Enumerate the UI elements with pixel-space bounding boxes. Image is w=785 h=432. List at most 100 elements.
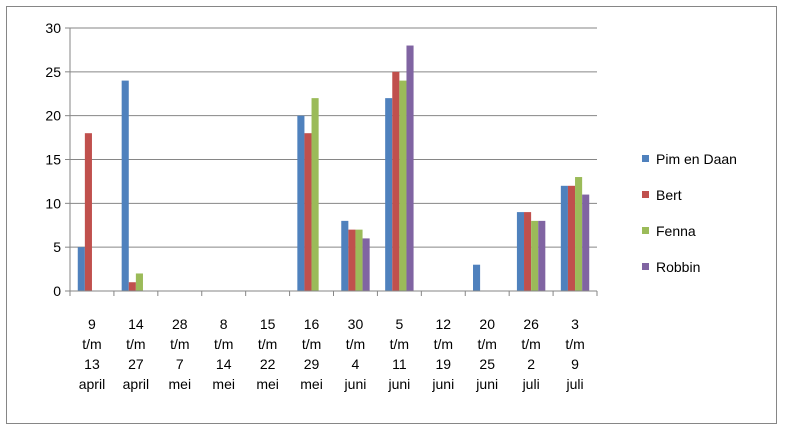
legend-label: Robbin — [656, 259, 700, 275]
x-axis-ticks: 9 t/m 13 april 14 t/m 27 april 28 t/m 7 mei 8 t/m 14 me… — [69, 291, 598, 392]
x-tick-label-line: april — [123, 376, 149, 392]
x-tick-label-line: t/m — [390, 336, 409, 352]
x-tick-label-line: t/m — [565, 336, 584, 352]
bar — [121, 80, 129, 291]
bar — [128, 282, 136, 291]
x-tick-label: 3 t/m 9 juli — [565, 316, 584, 392]
x-tick-label-line: juni — [431, 376, 454, 392]
x-tick-label-line: 25 — [479, 356, 495, 372]
x-tick-label: 30 t/m 4 juni — [344, 316, 367, 392]
bar — [582, 194, 590, 291]
bar — [567, 185, 576, 291]
bar — [575, 177, 583, 291]
x-tick-label: 9 t/m 13 april — [79, 316, 105, 392]
y-tick-label: 15 — [45, 152, 61, 168]
x-tick-label-line: 9 — [571, 356, 579, 372]
bar — [406, 45, 414, 291]
x-tick-label-line: 7 — [176, 356, 184, 372]
x-tick-label-line: juli — [565, 376, 583, 392]
x-tick-label-line: april — [79, 376, 105, 392]
bar — [524, 212, 532, 291]
y-tick-label: 30 — [45, 20, 61, 36]
x-tick-label-line: mei — [169, 376, 192, 392]
x-tick-label-line: juli — [522, 376, 540, 392]
x-tick-label-line: 3 — [571, 316, 579, 332]
x-tick-label-line: 19 — [436, 356, 452, 372]
x-tick-label-line: 2 — [527, 356, 535, 372]
x-tick-label-line: t/m — [346, 336, 365, 352]
x-tick-label-line: 28 — [172, 316, 188, 332]
bar — [304, 133, 312, 291]
x-tick-label-line: 13 — [84, 356, 100, 372]
x-tick-label-line: 14 — [128, 316, 144, 332]
bar — [538, 220, 546, 291]
x-tick-label-line: 15 — [260, 316, 276, 332]
x-tick-label-line: 22 — [260, 356, 276, 372]
x-tick-label: 12 t/m 19 juni — [431, 316, 454, 392]
x-tick-label-line: 20 — [479, 316, 495, 332]
x-tick-label-line: t/m — [521, 336, 540, 352]
x-tick-label-line: mei — [300, 376, 323, 392]
x-tick-label-line: mei — [212, 376, 235, 392]
x-tick-label-line: 26 — [523, 316, 539, 332]
x-tick-label-line: 29 — [304, 356, 320, 372]
y-tick-label: 10 — [45, 195, 61, 211]
x-tick-label: 16 t/m 29 mei — [300, 316, 323, 392]
legend-swatch — [642, 155, 649, 162]
bar — [362, 238, 370, 291]
y-tick-label: 0 — [53, 283, 61, 299]
gridlines — [70, 27, 597, 248]
bar — [560, 185, 568, 291]
bar — [348, 229, 356, 291]
bar — [385, 98, 393, 291]
x-tick-label: 8 t/m 14 mei — [212, 316, 235, 392]
x-tick-label-line: juni — [475, 376, 498, 392]
bar — [399, 80, 407, 291]
y-tick-label: 25 — [45, 64, 61, 80]
legend-label: Fenna — [656, 223, 696, 239]
bar — [531, 220, 539, 291]
x-tick-label: 5 t/m 11 juni — [387, 316, 410, 392]
x-tick-label-line: 27 — [128, 356, 144, 372]
bar — [311, 98, 319, 291]
x-tick-label-line: mei — [256, 376, 279, 392]
x-tick-label-line: t/m — [82, 336, 101, 352]
x-tick-label: 14 t/m 27 april — [123, 316, 149, 392]
bar — [84, 133, 92, 291]
x-tick-label-line: 12 — [436, 316, 452, 332]
x-tick-label-line: t/m — [258, 336, 277, 352]
x-tick-label: 28 t/m 7 mei — [169, 316, 192, 392]
x-tick-label-line: 5 — [395, 316, 403, 332]
bar — [392, 71, 400, 291]
legend: Pim en Daan Bert Fenna Robbin — [642, 151, 737, 275]
x-tick-label-line: 8 — [220, 316, 228, 332]
y-axis-ticks: 0 5 10 15 20 25 30 — [45, 20, 70, 299]
bars — [77, 45, 590, 291]
bar — [297, 115, 305, 291]
x-tick-label-line: t/m — [302, 336, 321, 352]
x-tick-label-line: t/m — [214, 336, 233, 352]
x-tick-label-line: 14 — [216, 356, 232, 372]
legend-label: Pim en Daan — [656, 151, 737, 167]
x-tick-label-line: juni — [387, 376, 410, 392]
y-tick-label: 5 — [53, 239, 61, 255]
bar — [77, 247, 85, 291]
x-tick-label-line: 30 — [348, 316, 364, 332]
x-tick-label-line: t/m — [170, 336, 189, 352]
y-tick-label: 20 — [45, 108, 61, 124]
bar — [473, 264, 481, 291]
bar — [341, 220, 349, 291]
x-tick-label: 26 t/m 2 juli — [521, 316, 540, 392]
x-tick-label-line: juni — [344, 376, 367, 392]
bar — [516, 212, 525, 291]
x-tick-label-line: t/m — [477, 336, 496, 352]
x-tick-label: 15 t/m 22 mei — [256, 316, 279, 392]
x-tick-label-line: 9 — [88, 316, 96, 332]
x-tick-label-line: 16 — [304, 316, 320, 332]
x-tick-label-line: t/m — [434, 336, 453, 352]
x-tick-label-line: 11 — [392, 356, 407, 372]
bar — [355, 229, 363, 291]
legend-swatch — [642, 263, 649, 270]
legend-swatch — [642, 227, 649, 234]
